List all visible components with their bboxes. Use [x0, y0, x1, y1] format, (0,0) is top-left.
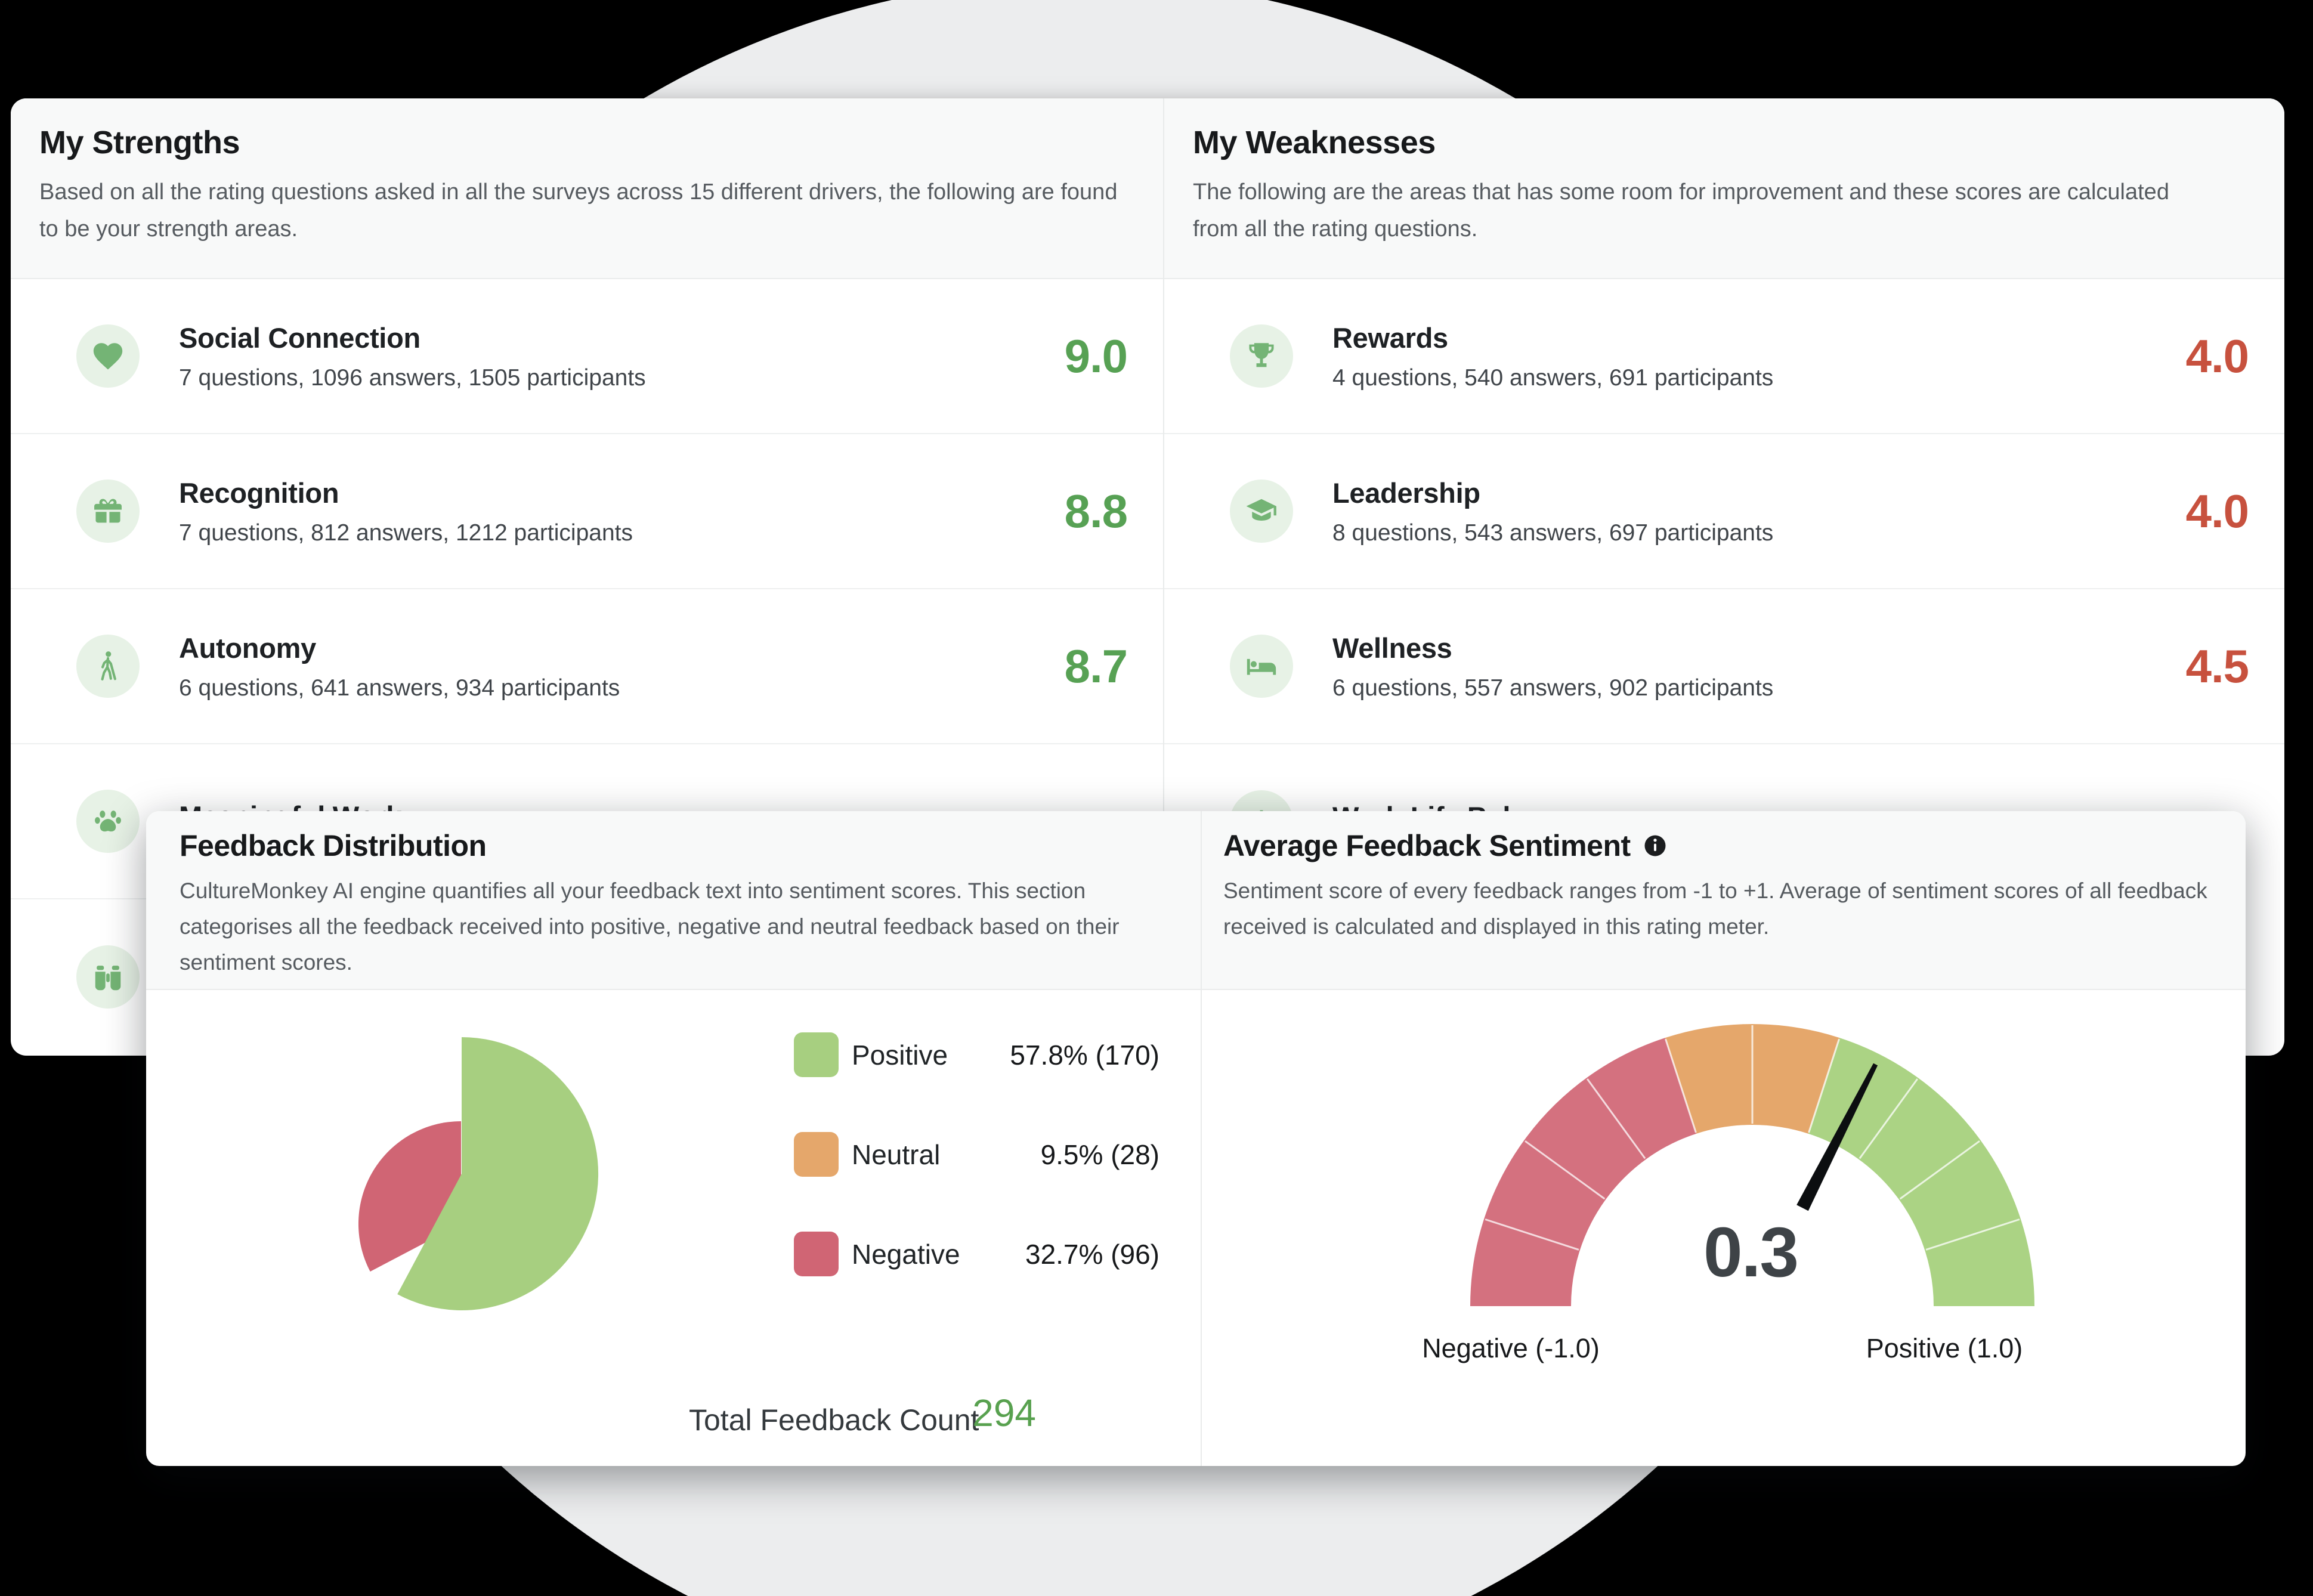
weaknesses-description: The following are the areas that has som…: [1193, 180, 2169, 242]
weaknesses-header: My Weaknesses The following are the area…: [1164, 98, 2284, 279]
gauge-tick: [1485, 1218, 1579, 1251]
gauge-tick: [1808, 1038, 1840, 1133]
legend-value: 57.8% (170): [1010, 1039, 1159, 1071]
sentiment-body: 0.3 Negative (-1.0) Positive (1.0): [1202, 990, 2246, 1465]
gauge-value: 0.3: [1703, 1213, 1799, 1292]
strengths-list: Social Connection 7 questions, 1096 answe…: [11, 279, 1163, 1054]
list-item[interactable]: [11, 899, 1163, 1054]
feedback-distribution-header: Feedback Distribution CultureMonkey AI e…: [146, 811, 1201, 990]
sentiment-gauge-chart: [1470, 1024, 2034, 1307]
gift-icon: [76, 480, 140, 543]
driver-meta: 6 questions, 641 answers, 934 participan…: [179, 675, 620, 701]
driver-meta: 8 questions, 543 answers, 697 participan…: [1332, 519, 1774, 546]
legend-swatch-positive: [794, 1032, 839, 1077]
gauge-tick: [1586, 1078, 1646, 1159]
list-item-wellness[interactable]: Wellness 6 questions, 557 answers, 902 pa…: [1164, 589, 2284, 744]
bed-icon: [1230, 635, 1293, 698]
legend-item-positive: Positive 57.8% (170): [794, 1032, 1159, 1077]
legend-label: Positive: [852, 1039, 948, 1071]
legend-label: Neutral: [852, 1139, 941, 1170]
weaknesses-title: My Weaknesses: [1193, 125, 1436, 160]
total-feedback-value: 294: [972, 1391, 1036, 1434]
list-item-rewards[interactable]: Rewards 4 questions, 540 answers, 691 par…: [1164, 279, 2284, 434]
sentiment-title: Average Feedback Sentiment: [1223, 829, 2222, 862]
driver-meta: 4 questions, 540 answers, 691 participan…: [1332, 364, 1774, 391]
graduation-cap-icon: [1230, 480, 1293, 543]
feedback-distribution-panel: Feedback Distribution CultureMonkey AI e…: [146, 811, 1202, 1466]
driver-score: 4.0: [2185, 329, 2249, 382]
gauge-tick: [1525, 1140, 1606, 1200]
feedback-distribution-description: CultureMonkey AI engine quantifies all y…: [180, 879, 1120, 975]
gauge-max-label: Positive (1.0): [1866, 1333, 2023, 1363]
legend-value: 9.5% (28): [1040, 1139, 1159, 1170]
gauge-tick: [1899, 1140, 1980, 1200]
pie-legend: Positive 57.8% (170) Neutral 9.5% (28) Negat…: [794, 1032, 1159, 1331]
paw-icon: [76, 790, 140, 853]
info-icon[interactable]: [1643, 833, 1668, 858]
legend-item-negative: Negative 32.7% (96): [794, 1232, 1159, 1276]
driver-name: Leadership: [1332, 477, 1480, 509]
binoculars-icon: [76, 945, 140, 1009]
legend-label: Negative: [852, 1238, 960, 1270]
gauge-tick: [1665, 1038, 1697, 1133]
legend-swatch-negative: [794, 1232, 839, 1276]
driver-score: 8.8: [1064, 484, 1128, 537]
strengths-title: My Strengths: [39, 125, 240, 160]
total-feedback-label: Total Feedback Count: [689, 1403, 979, 1437]
strengths-panel: My Strengths Based on all the rating que…: [11, 98, 1164, 1056]
pie-slice-positive: [397, 1037, 599, 1310]
driver-score: 4.0: [2185, 484, 2249, 537]
weaknesses-list: Rewards 4 questions, 540 answers, 691 par…: [1164, 279, 2284, 899]
legend-value: 32.7% (96): [1025, 1238, 1159, 1270]
driver-meta: 7 questions, 1096 answers, 1505 particip…: [179, 364, 646, 391]
gauge-needle: [1796, 1063, 1878, 1211]
list-item-social-connection[interactable]: Social Connection 7 questions, 1096 answe…: [11, 279, 1163, 434]
driver-score: 9.0: [1064, 329, 1128, 382]
driver-name: Social Connection: [179, 321, 420, 354]
strengths-description: Based on all the rating questions asked …: [39, 180, 1118, 242]
sentiment-panel: Average Feedback Sentiment Sentiment sco…: [1202, 811, 2246, 1466]
driver-name: Rewards: [1332, 321, 1448, 354]
legend-item-neutral: Neutral 9.5% (28): [794, 1132, 1159, 1177]
feedback-distribution-body: Positive 57.8% (170) Neutral 9.5% (28) Negat…: [146, 990, 1201, 1465]
walking-person-icon: [76, 635, 140, 698]
trophy-icon: [1230, 324, 1293, 388]
feedback-distribution-title: Feedback Distribution: [180, 829, 487, 862]
driver-name: Recognition: [179, 477, 339, 509]
driver-name: Wellness: [1332, 632, 1452, 664]
gauge-min-label: Negative (-1.0): [1422, 1333, 1600, 1363]
feedback-pie-chart: [358, 1037, 599, 1310]
strengths-header: My Strengths Based on all the rating que…: [11, 98, 1163, 279]
weaknesses-panel: My Weaknesses The following are the area…: [1164, 98, 2284, 1056]
list-item-recognition[interactable]: Recognition 7 questions, 812 answers, 121…: [11, 434, 1163, 589]
legend-swatch-neutral: [794, 1132, 839, 1177]
gauge-tick: [1859, 1078, 1919, 1159]
driver-score: 4.5: [2185, 639, 2249, 692]
feedback-card: Feedback Distribution CultureMonkey AI e…: [146, 811, 2246, 1466]
gauge-tick: [1925, 1218, 2020, 1251]
sentiment-header: Average Feedback Sentiment Sentiment sco…: [1202, 811, 2246, 990]
driver-meta: 6 questions, 557 answers, 902 participan…: [1332, 675, 1774, 701]
driver-meta: 7 questions, 812 answers, 1212 participa…: [179, 519, 633, 546]
list-item-leadership[interactable]: Leadership 8 questions, 543 answers, 697 …: [1164, 434, 2284, 589]
sentiment-description: Sentiment score of every feedback ranges…: [1223, 879, 2207, 939]
driver-score: 8.7: [1064, 639, 1128, 692]
driver-name: Autonomy: [179, 632, 316, 664]
sentiment-title-text: Average Feedback Sentiment: [1223, 829, 1631, 862]
list-item-autonomy[interactable]: Autonomy 6 questions, 641 answers, 934 pa…: [11, 589, 1163, 744]
heart-icon: [76, 324, 140, 388]
